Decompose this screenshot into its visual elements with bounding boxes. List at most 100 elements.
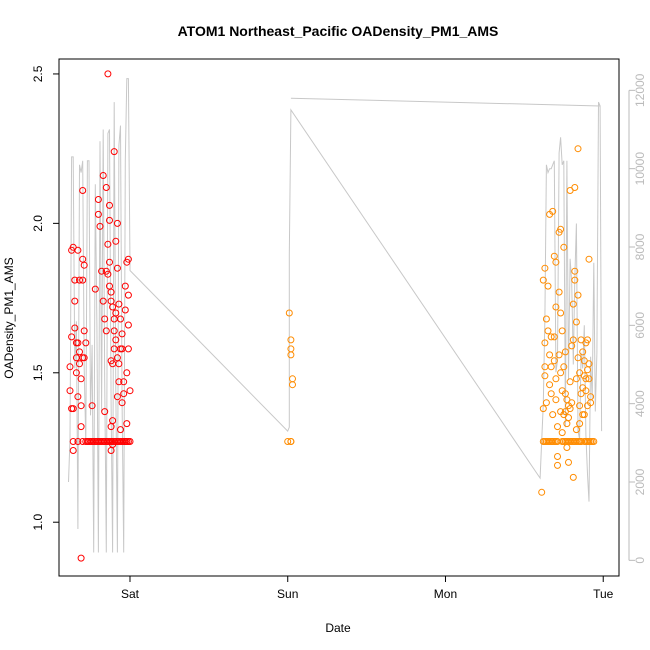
data-point: [117, 315, 124, 323]
data-point: [585, 360, 593, 368]
data-point: [579, 348, 587, 356]
data-point: [74, 339, 82, 347]
data-point: [102, 327, 110, 335]
data-point: [104, 70, 112, 78]
data-point: [79, 276, 87, 284]
data-point: [550, 357, 558, 365]
data-point: [574, 145, 582, 153]
data-point: [72, 369, 80, 377]
data-point: [69, 438, 77, 445]
data-point: [109, 303, 117, 311]
data-point: [566, 378, 574, 386]
data-point: [560, 243, 568, 251]
data-point: [112, 237, 120, 245]
data-point: [98, 267, 106, 275]
data-point: [554, 461, 561, 469]
y-tick-label: 1.5: [31, 364, 45, 381]
data-point: [104, 270, 112, 278]
data-point: [549, 411, 557, 419]
right-y-tick-label: 12000: [633, 73, 647, 107]
data-point: [82, 339, 90, 347]
data-point: [287, 336, 295, 344]
data-point: [118, 330, 126, 338]
data-point: [80, 261, 88, 269]
data-point: [71, 324, 79, 332]
data-point: [126, 438, 134, 445]
data-point: [77, 402, 85, 410]
data-point: [71, 276, 79, 284]
data-point: [576, 420, 584, 428]
data-point: [555, 351, 563, 359]
plot-frame: [58, 58, 620, 577]
data-point: [77, 554, 85, 562]
data-point: [117, 426, 124, 434]
y-axis: 1.0 1.5 2.0 2.5: [31, 65, 60, 531]
data-point: [546, 351, 554, 359]
y-axis-label: OADensity_PM1_AMS: [2, 257, 16, 378]
data-point: [542, 315, 550, 323]
data-point: [121, 282, 129, 290]
data-point: [547, 363, 555, 371]
data-point: [68, 333, 76, 341]
y-tick-label: 2.0: [31, 215, 45, 232]
data-point: [289, 375, 296, 383]
x-tick-label: Mon: [434, 587, 457, 601]
right-y-axis: 0 2000 4000 6000 8000 10000 12000: [628, 73, 647, 564]
chart-title: ATOM1 Northeast_Pacific OADensity_PM1_AM…: [178, 23, 499, 39]
data-point: [101, 408, 109, 416]
data-point: [584, 336, 591, 344]
data-point: [76, 348, 83, 356]
data-point: [80, 327, 88, 335]
data-point: [563, 444, 571, 451]
data-point: [69, 447, 77, 454]
x-tick-label: Sat: [121, 587, 140, 601]
data-point: [77, 375, 85, 383]
altitude-line-layer: [68, 78, 603, 553]
data-point: [115, 300, 123, 308]
data-point: [552, 396, 560, 404]
data-point: [565, 458, 572, 466]
data-point: [557, 369, 565, 377]
data-point: [79, 255, 87, 263]
data-point: [576, 402, 584, 410]
data-point: [123, 420, 131, 428]
right-y-tick-label: 8000: [633, 233, 647, 260]
right-y-tick-label: 4000: [633, 390, 647, 417]
data-point: [112, 309, 120, 317]
data-point: [66, 387, 74, 395]
data-point: [79, 187, 87, 194]
data-point: [546, 381, 554, 389]
data-point: [585, 375, 593, 383]
data-point: [284, 438, 292, 445]
data-point: [557, 225, 565, 233]
data-point: [110, 327, 118, 335]
data-point: [558, 429, 566, 437]
data-point: [558, 327, 566, 335]
data-point: [571, 276, 579, 284]
data-point: [574, 291, 582, 299]
data-point: [110, 315, 118, 323]
data-point: [91, 285, 99, 293]
right-y-tick-label: 2000: [633, 468, 647, 495]
y-tick-label: 1.0: [31, 514, 45, 531]
data-point: [121, 306, 129, 314]
data-point: [74, 393, 82, 401]
data-point: [547, 333, 555, 341]
data-point: [101, 315, 109, 323]
right-y-tick-label: 6000: [633, 312, 647, 339]
data-point: [555, 288, 563, 296]
data-point: [104, 240, 112, 248]
data-point: [74, 438, 82, 445]
data-point: [106, 201, 113, 209]
data-point: [572, 318, 580, 326]
data-point: [109, 417, 117, 425]
data-point: [560, 363, 568, 371]
data-point: [71, 297, 79, 305]
data-point: [561, 348, 569, 356]
data-point: [572, 426, 580, 434]
data-point: [554, 423, 561, 431]
data-point: [541, 339, 549, 347]
data-point: [569, 336, 577, 344]
data-point: [571, 267, 579, 275]
data-point: [585, 255, 593, 263]
